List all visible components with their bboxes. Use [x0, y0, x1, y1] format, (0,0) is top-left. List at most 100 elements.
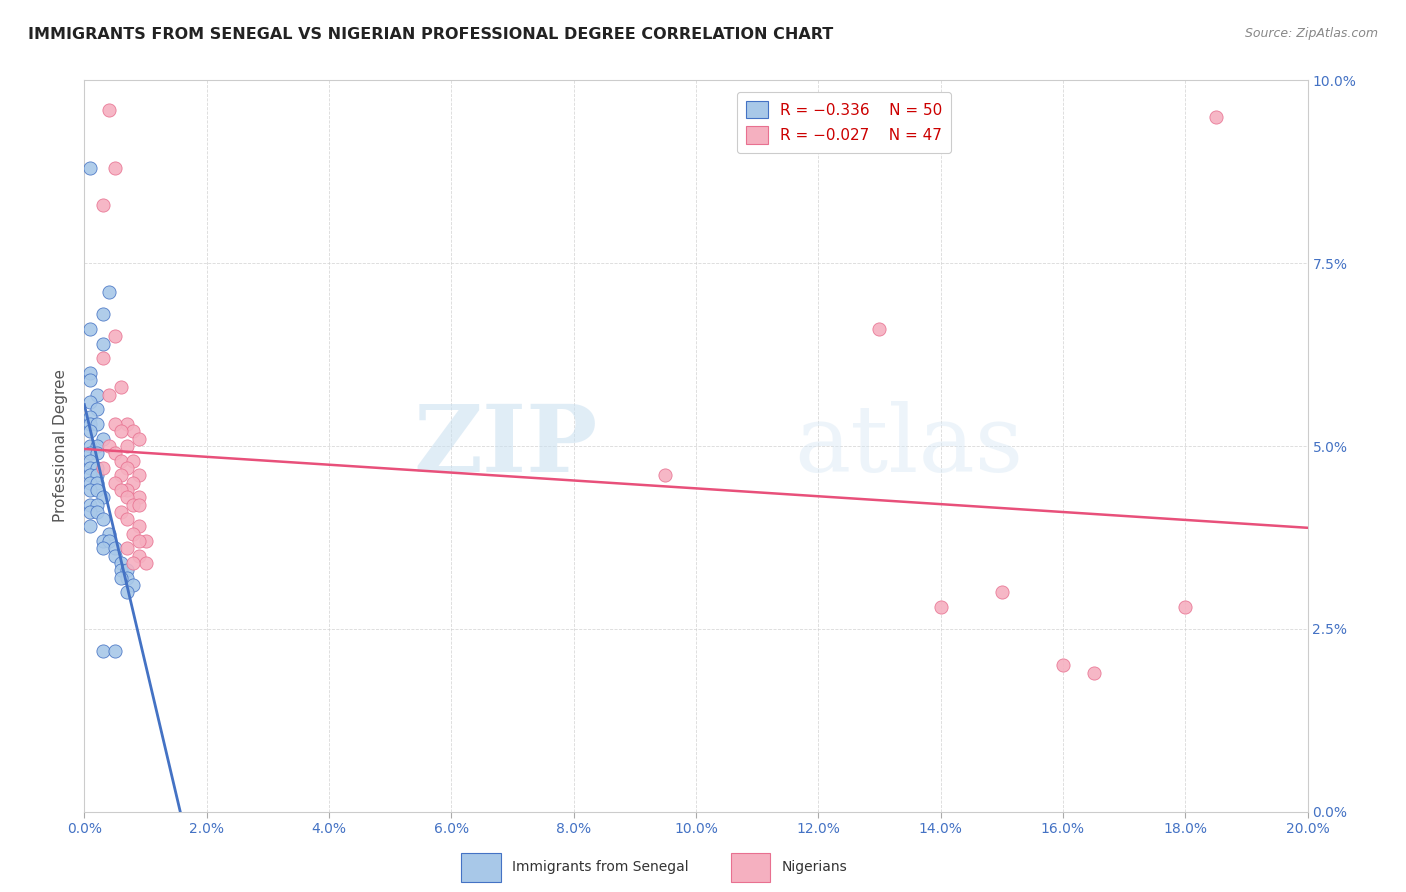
Point — [1205, 110, 1227, 124]
Point — [79, 468, 101, 483]
Point — [122, 453, 145, 467]
Text: IMMIGRANTS FROM SENEGAL VS NIGERIAN PROFESSIONAL DEGREE CORRELATION CHART: IMMIGRANTS FROM SENEGAL VS NIGERIAN PROF… — [28, 27, 834, 42]
Point — [91, 461, 114, 475]
Point — [110, 468, 132, 483]
Point — [654, 468, 676, 483]
Point — [91, 512, 114, 526]
Point — [110, 483, 132, 497]
Point — [79, 395, 101, 409]
Point — [104, 475, 127, 490]
Point — [104, 329, 127, 343]
Point — [79, 366, 101, 380]
Point — [115, 417, 138, 431]
Point — [79, 373, 101, 387]
Point — [79, 498, 101, 512]
Point — [86, 446, 108, 460]
Point — [97, 439, 120, 453]
Point — [128, 490, 150, 504]
Point — [79, 417, 101, 431]
Point — [128, 519, 150, 533]
Point — [1052, 658, 1074, 673]
Point — [104, 446, 127, 460]
Point — [115, 490, 138, 504]
Point — [91, 336, 114, 351]
Point — [104, 417, 127, 431]
Point — [110, 563, 132, 577]
Text: Source: ZipAtlas.com: Source: ZipAtlas.com — [1244, 27, 1378, 40]
Point — [86, 475, 108, 490]
Point — [86, 439, 108, 453]
Point — [91, 644, 114, 658]
Legend: R = −0.336    N = 50, R = −0.027    N = 47: R = −0.336 N = 50, R = −0.027 N = 47 — [737, 92, 952, 153]
Point — [79, 425, 101, 439]
Y-axis label: Professional Degree: Professional Degree — [53, 369, 69, 523]
Point — [86, 388, 108, 402]
Text: ZIP: ZIP — [413, 401, 598, 491]
Point — [86, 498, 108, 512]
Point — [115, 585, 138, 599]
Point — [97, 285, 120, 300]
Text: Immigrants from Senegal: Immigrants from Senegal — [512, 861, 689, 874]
Point — [79, 161, 101, 175]
Point — [115, 439, 138, 453]
Point — [991, 585, 1014, 599]
Point — [86, 417, 108, 431]
Point — [104, 644, 127, 658]
Point — [91, 541, 114, 556]
Point — [110, 505, 132, 519]
Point — [135, 534, 157, 549]
Point — [79, 439, 101, 453]
Point — [79, 475, 101, 490]
Point — [86, 402, 108, 417]
Point — [110, 453, 132, 467]
FancyBboxPatch shape — [731, 854, 770, 881]
Point — [79, 519, 101, 533]
Point — [122, 425, 145, 439]
Point — [122, 556, 145, 570]
Point — [122, 475, 145, 490]
Point — [91, 432, 114, 446]
Point — [79, 453, 101, 467]
Point — [104, 161, 127, 175]
Point — [115, 512, 138, 526]
Point — [79, 409, 101, 424]
Point — [115, 541, 138, 556]
Point — [115, 461, 138, 475]
Point — [97, 534, 120, 549]
Point — [86, 468, 108, 483]
Point — [110, 571, 132, 585]
Point — [79, 483, 101, 497]
Point — [110, 425, 132, 439]
Point — [115, 563, 138, 577]
Point — [110, 556, 132, 570]
Point — [929, 599, 952, 614]
Point — [128, 432, 150, 446]
Point — [91, 534, 114, 549]
Point — [79, 461, 101, 475]
Point — [122, 526, 145, 541]
Point — [79, 505, 101, 519]
Point — [86, 483, 108, 497]
Point — [869, 322, 891, 336]
Point — [79, 322, 101, 336]
Point — [104, 541, 127, 556]
Point — [91, 351, 114, 366]
Point — [1174, 599, 1197, 614]
Point — [122, 498, 145, 512]
Point — [104, 549, 127, 563]
Point — [97, 526, 120, 541]
Point — [128, 468, 150, 483]
Text: atlas: atlas — [794, 401, 1024, 491]
Point — [122, 578, 145, 592]
Point — [135, 556, 157, 570]
Point — [110, 380, 132, 394]
Point — [128, 534, 150, 549]
Point — [115, 483, 138, 497]
Point — [91, 197, 114, 211]
Text: Nigerians: Nigerians — [782, 861, 848, 874]
Point — [1083, 665, 1105, 680]
Point — [86, 461, 108, 475]
Point — [86, 505, 108, 519]
Point — [91, 490, 114, 504]
Point — [79, 446, 101, 460]
